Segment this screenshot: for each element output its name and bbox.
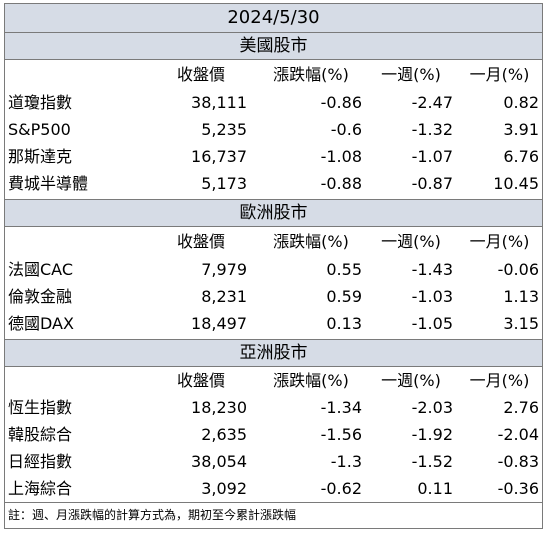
close-value: 8,231 xyxy=(201,287,247,306)
col-change-header: 漲跌幅(%) xyxy=(273,65,349,84)
change-value: -1.08 xyxy=(320,147,362,166)
index-name: 韓股綜合 xyxy=(8,425,73,444)
month-value: 10.45 xyxy=(493,174,539,193)
week-value: -1.05 xyxy=(411,314,453,333)
month-value: -0.83 xyxy=(497,452,539,471)
table-row: 恆生指數 18,230 -1.34 -2.03 2.76 xyxy=(5,394,542,421)
index-name: 法國CAC xyxy=(8,260,74,279)
index-name: 上海綜合 xyxy=(8,479,73,498)
col-month-header: 一月(%) xyxy=(469,371,530,390)
col-close-header: 收盤價 xyxy=(176,371,225,390)
change-value: -0.88 xyxy=(320,174,362,193)
close-value: 18,230 xyxy=(191,398,247,417)
month-value: -0.06 xyxy=(497,260,539,279)
change-value: -1.3 xyxy=(330,452,362,471)
index-name: 德國DAX xyxy=(8,314,74,333)
table-row: S&P500 5,235 -0.6 -1.32 3.91 xyxy=(5,116,542,143)
close-value: 7,979 xyxy=(201,260,247,279)
col-week-header: 一週(%) xyxy=(381,371,441,390)
col-month-header: 一月(%) xyxy=(469,65,530,84)
week-value: -1.07 xyxy=(411,147,453,166)
index-name: 道瓊指數 xyxy=(8,93,73,112)
week-value: -1.03 xyxy=(411,287,453,306)
close-value: 3,092 xyxy=(201,479,247,498)
col-week-header: 一週(%) xyxy=(381,65,441,84)
month-value: -2.04 xyxy=(497,425,539,444)
month-value: -0.36 xyxy=(497,479,539,498)
index-name: 倫敦金融 xyxy=(8,287,73,306)
close-value: 18,497 xyxy=(191,314,247,333)
month-value: 2.76 xyxy=(503,398,539,417)
close-value: 2,635 xyxy=(201,425,247,444)
index-name: 日經指數 xyxy=(8,452,73,471)
col-change-header: 漲跌幅(%) xyxy=(273,232,349,251)
week-value: -1.32 xyxy=(411,120,453,139)
change-value: -1.34 xyxy=(320,398,362,417)
table-row: 日經指數 38,054 -1.3 -1.52 -0.83 xyxy=(5,448,542,475)
close-value: 38,054 xyxy=(191,452,247,471)
week-value: -2.47 xyxy=(411,93,453,112)
month-value: 3.91 xyxy=(503,120,539,139)
change-value: 0.13 xyxy=(326,314,362,333)
date-header: 2024/5/30 xyxy=(5,3,542,33)
footnote: 註：週、月漲跌幅的計算方式為，期初至今累計漲跌幅 xyxy=(5,502,542,529)
table-row: 法國CAC 7,979 0.55 -1.43 -0.06 xyxy=(5,256,542,283)
col-close-header: 收盤價 xyxy=(176,232,225,251)
week-value: -0.87 xyxy=(411,174,453,193)
month-value: 6.76 xyxy=(503,147,539,166)
change-value: -0.62 xyxy=(320,479,362,498)
col-week-header: 一週(%) xyxy=(381,232,441,251)
table-row: 德國DAX 18,497 0.13 -1.05 3.15 xyxy=(5,310,542,337)
col-month-header: 一月(%) xyxy=(469,232,530,251)
week-value: -1.92 xyxy=(411,425,453,444)
week-value: -1.52 xyxy=(411,452,453,471)
index-name: S&P500 xyxy=(8,120,71,139)
close-value: 38,111 xyxy=(191,93,247,112)
index-name: 恆生指數 xyxy=(8,398,73,417)
week-value: 0.11 xyxy=(417,479,453,498)
index-name: 那斯達克 xyxy=(8,147,73,166)
table-row: 費城半導體 5,173 -0.88 -0.87 10.45 xyxy=(5,170,542,197)
column-header-row: 收盤價 漲跌幅(%) 一週(%) 一月(%) xyxy=(5,61,542,88)
table-row: 倫敦金融 8,231 0.59 -1.03 1.13 xyxy=(5,283,542,310)
stock-table: 2024/5/30 美國股市 收盤價 漲跌幅(%) 一週(%) 一月(%) 道瓊… xyxy=(4,3,543,529)
close-value: 16,737 xyxy=(191,147,247,166)
change-value: 0.55 xyxy=(326,260,362,279)
close-value: 5,235 xyxy=(201,120,247,139)
table-row: 韓股綜合 2,635 -1.56 -1.92 -2.04 xyxy=(5,421,542,448)
close-value: 5,173 xyxy=(201,174,247,193)
table-row: 上海綜合 3,092 -0.62 0.11 -0.36 xyxy=(5,475,542,502)
column-header-row: 收盤價 漲跌幅(%) 一週(%) 一月(%) xyxy=(5,228,542,255)
region-title-europe: 歐洲股市 xyxy=(5,199,542,227)
region-title-asia: 亞洲股市 xyxy=(5,339,542,367)
change-value: -0.6 xyxy=(330,120,362,139)
change-value: -0.86 xyxy=(320,93,362,112)
change-value: 0.59 xyxy=(326,287,362,306)
month-value: 0.82 xyxy=(503,93,539,112)
table-row: 道瓊指數 38,111 -0.86 -2.47 0.82 xyxy=(5,89,542,116)
week-value: -2.03 xyxy=(411,398,453,417)
region-title-us: 美國股市 xyxy=(5,32,542,60)
month-value: 3.15 xyxy=(503,314,539,333)
table-row: 那斯達克 16,737 -1.08 -1.07 6.76 xyxy=(5,143,542,170)
col-change-header: 漲跌幅(%) xyxy=(273,371,349,390)
change-value: -1.56 xyxy=(320,425,362,444)
column-header-row: 收盤價 漲跌幅(%) 一週(%) 一月(%) xyxy=(5,367,542,394)
col-close-header: 收盤價 xyxy=(176,65,225,84)
index-name: 費城半導體 xyxy=(8,174,89,193)
month-value: 1.13 xyxy=(503,287,539,306)
week-value: -1.43 xyxy=(411,260,453,279)
